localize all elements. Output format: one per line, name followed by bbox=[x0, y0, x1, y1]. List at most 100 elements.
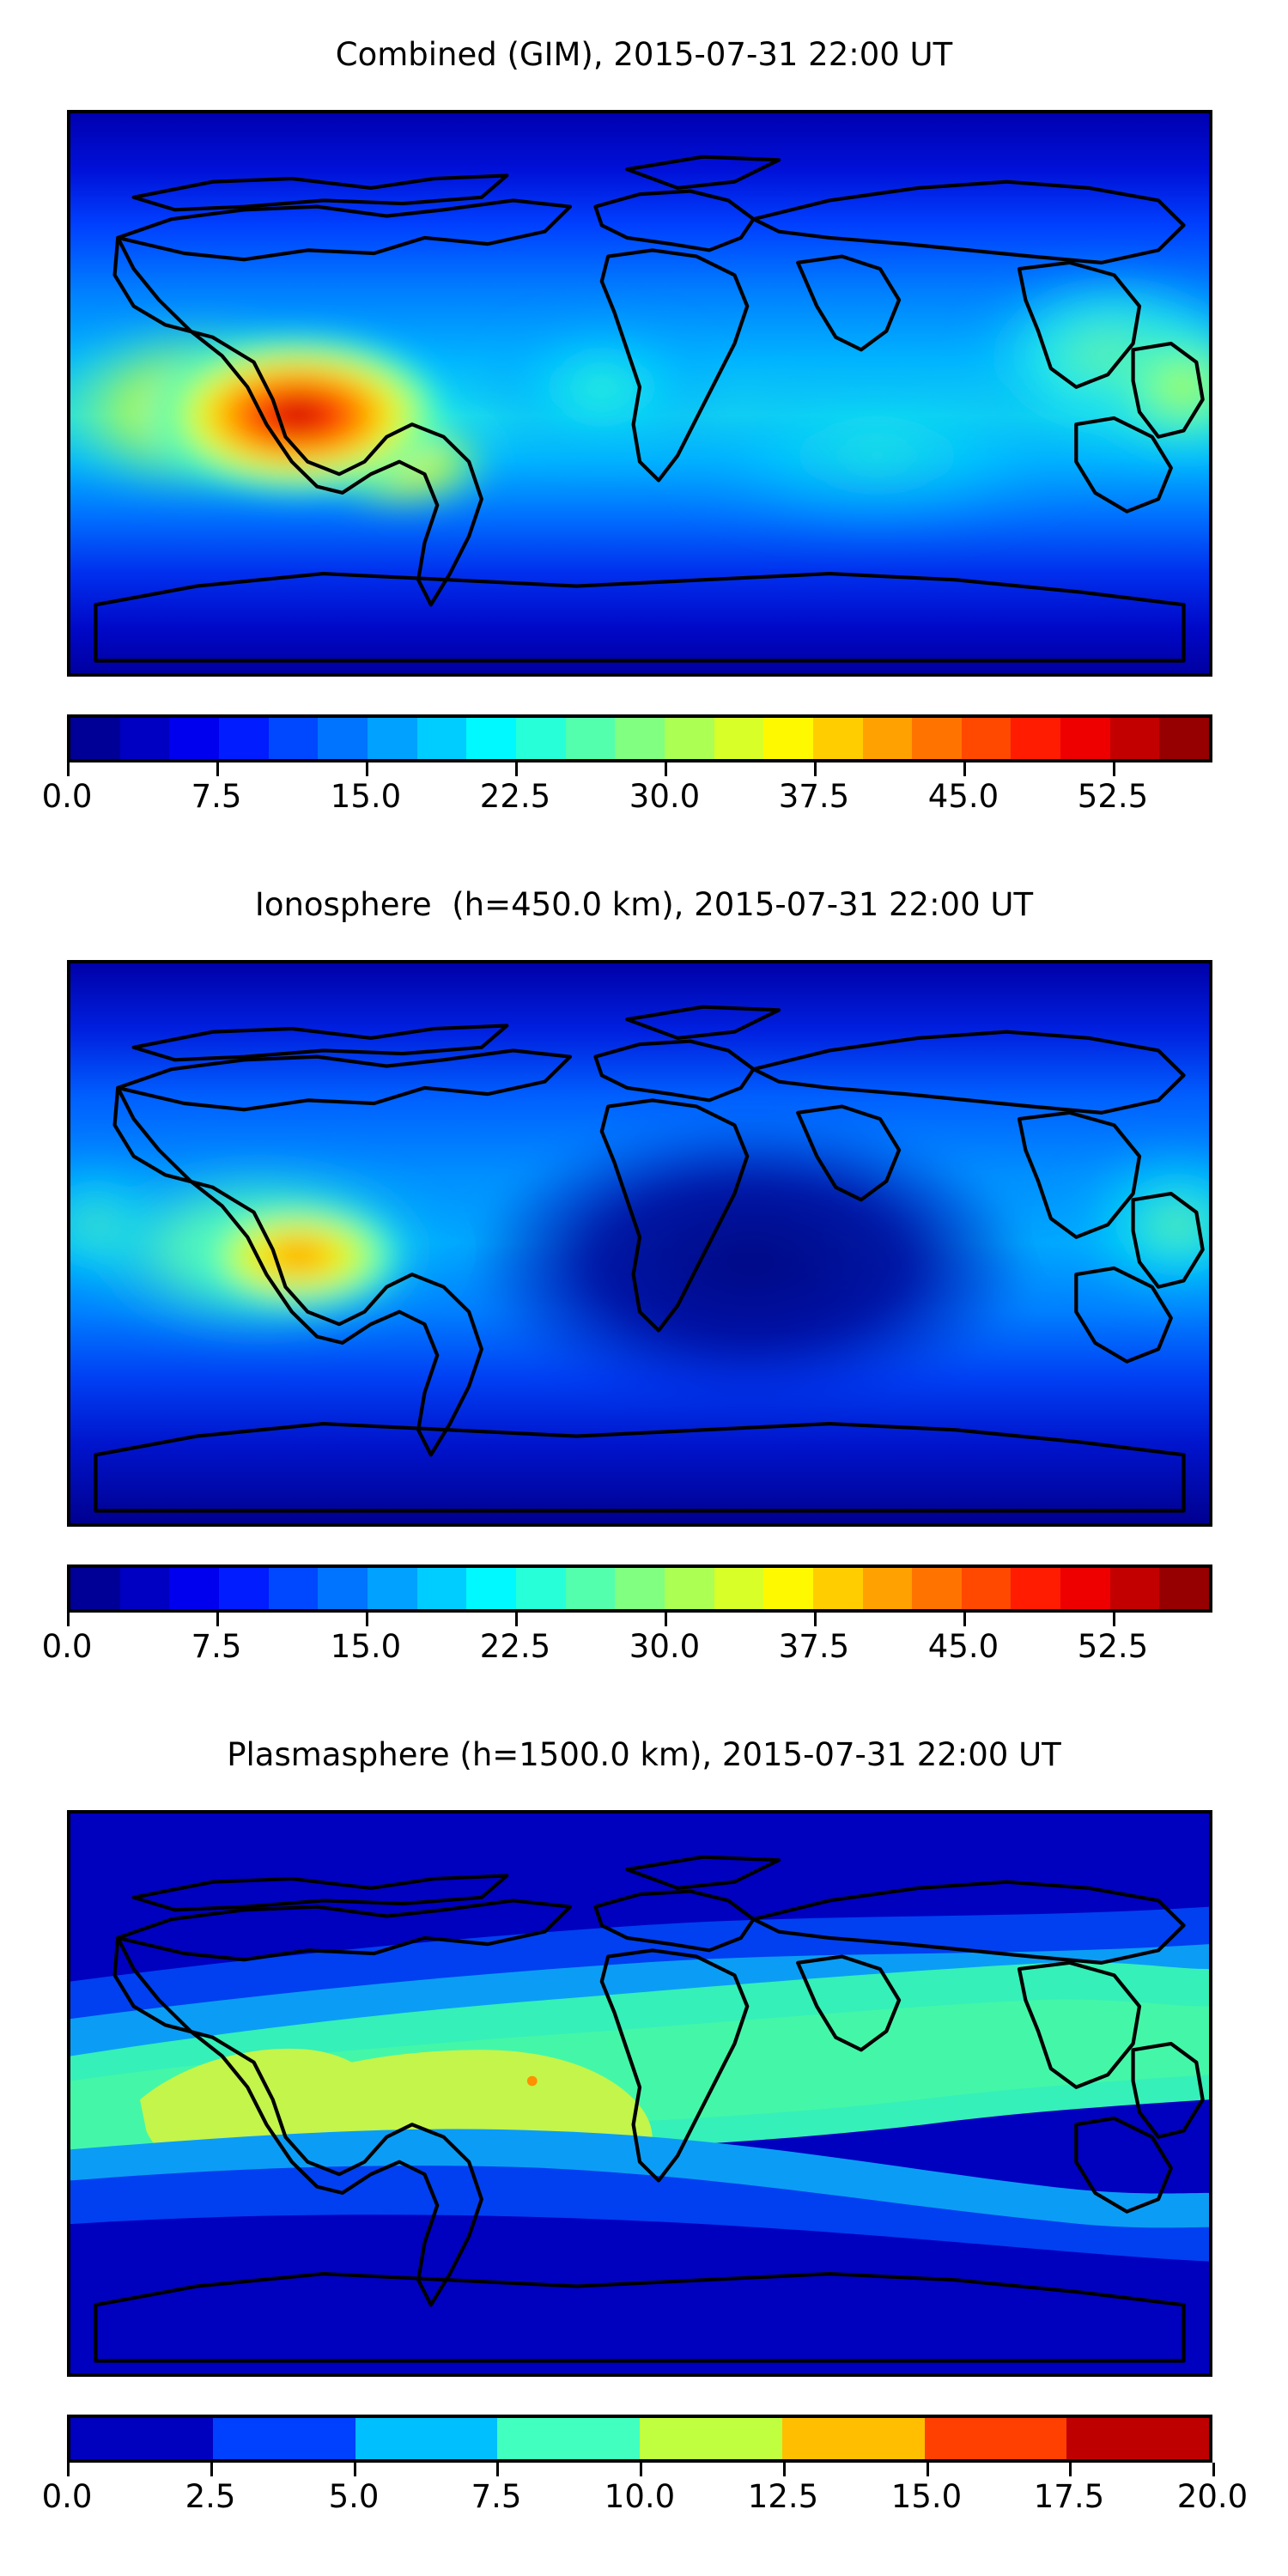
colorbar-segment bbox=[169, 718, 219, 759]
colorbar-segment bbox=[812, 1568, 863, 1609]
colorbar-tick bbox=[963, 1613, 966, 1626]
colorbar-tick-label: 45.0 bbox=[927, 778, 999, 815]
colorbar-segment bbox=[355, 2418, 498, 2459]
colorbar-tick-label: 0.0 bbox=[41, 1628, 93, 1665]
colorbar-segment bbox=[515, 1568, 566, 1609]
colorbar-tick-label: 30.0 bbox=[629, 1628, 701, 1665]
colorbar-tick bbox=[1113, 762, 1115, 776]
colorbar-tick bbox=[210, 2463, 213, 2476]
colorbar-segment bbox=[1011, 1568, 1061, 1609]
colorbar-tick-label: 12.5 bbox=[747, 2478, 819, 2515]
colorbar-tick bbox=[1212, 2463, 1215, 2476]
colorbar-tick-label: 22.5 bbox=[479, 1628, 551, 1665]
colorbar-segment bbox=[119, 718, 170, 759]
colorbar-segment bbox=[961, 718, 1012, 759]
coastlines-plasmasphere bbox=[94, 1855, 1205, 2363]
colorbar-tick bbox=[216, 1613, 219, 1626]
colorbar-tick-label: 15.0 bbox=[330, 778, 402, 815]
colorbar-segment bbox=[466, 718, 516, 759]
map-axes-ionosphere bbox=[67, 960, 1212, 1527]
colorbar-tick bbox=[927, 2463, 929, 2476]
colorbar-gradient-combined-gim bbox=[67, 714, 1212, 762]
colorbar-segment bbox=[1011, 718, 1061, 759]
colorbar-tick-label: 15.0 bbox=[890, 2478, 963, 2515]
colorbar-tick bbox=[515, 1613, 518, 1626]
colorbar-segment bbox=[218, 1568, 269, 1609]
colorbar-segment bbox=[862, 1568, 913, 1609]
colorbar-tick bbox=[814, 1613, 817, 1626]
colorbar-tick-label: 52.5 bbox=[1077, 778, 1149, 815]
colorbar-segment bbox=[1066, 2418, 1209, 2459]
colorbar-segment bbox=[565, 718, 616, 759]
colorbar-tick bbox=[216, 762, 219, 776]
map-field-ionosphere bbox=[70, 963, 1209, 1523]
colorbar-tick-label: 22.5 bbox=[479, 778, 551, 815]
colorbar-segment bbox=[664, 718, 714, 759]
colorbar-segment bbox=[763, 1568, 813, 1609]
colorbar-labels-ionosphere: 0.0 7.5 15.0 22.5 30.0 37.5 45.0 52.5 bbox=[42, 1628, 1212, 1671]
colorbar-tick bbox=[814, 762, 817, 776]
colorbar-segment bbox=[615, 1568, 665, 1609]
colorbar-tick-label: 5.0 bbox=[328, 2478, 380, 2515]
colorbar-tick bbox=[366, 1613, 368, 1626]
map-axes-plasmasphere bbox=[67, 1810, 1212, 2377]
colorbar-segment bbox=[466, 1568, 516, 1609]
colorbar-segment bbox=[70, 718, 120, 759]
colorbar-tick bbox=[67, 2463, 70, 2476]
colorbar-segment bbox=[318, 718, 368, 759]
panel-title-combined-gim: Combined (GIM), 2015-07-31 22:00 UT bbox=[335, 36, 953, 73]
colorbar-tick bbox=[640, 2463, 642, 2476]
colorbar-segment bbox=[1109, 718, 1160, 759]
colorbar-segment bbox=[70, 2418, 213, 2459]
colorbar-segment bbox=[1060, 718, 1110, 759]
colorbar-tick bbox=[783, 2463, 786, 2476]
colorbar-tick-label: 7.5 bbox=[471, 2478, 522, 2515]
colorbar-segment bbox=[961, 1568, 1012, 1609]
colorbar-tick bbox=[366, 762, 368, 776]
coastlines-combined-gim bbox=[94, 155, 1205, 663]
panel-title-ionosphere: Ionosphere (h=450.0 km), 2015-07-31 22:0… bbox=[254, 886, 1034, 923]
colorbar-segment bbox=[862, 718, 913, 759]
colorbar-gradient-ionosphere bbox=[67, 1564, 1212, 1613]
colorbar-segment bbox=[1060, 1568, 1110, 1609]
colorbar-segment bbox=[1159, 1568, 1210, 1609]
colorbar-segment bbox=[515, 718, 566, 759]
colorbar-tick-label: 10.0 bbox=[604, 2478, 676, 2515]
colorbar-segment bbox=[367, 1568, 417, 1609]
colorbar-labels-plasmasphere: 0.0 2.5 5.0 7.5 10.0 12.5 15.0 17.5 20.0 bbox=[42, 2478, 1249, 2521]
colorbar-segment bbox=[268, 1568, 319, 1609]
colorbar-tick-label: 45.0 bbox=[927, 1628, 999, 1665]
colorbar-tick-label: 20.0 bbox=[1176, 2478, 1249, 2515]
colorbar-ticks-plasmasphere bbox=[67, 2463, 1215, 2476]
colorbar-tick bbox=[665, 1613, 667, 1626]
colorbar-tick bbox=[67, 762, 70, 776]
colorbar-tick-label: 7.5 bbox=[191, 1628, 242, 1665]
panel-plasmasphere: Plasmasphere (h=1500.0 km), 2015-07-31 2… bbox=[0, 1700, 1288, 2576]
colorbar-segment bbox=[367, 718, 417, 759]
colorbar-ticks-combined-gim bbox=[67, 762, 1212, 776]
colorbar-segment bbox=[714, 1568, 764, 1609]
colorbar-tick-label: 0.0 bbox=[41, 2478, 93, 2515]
colorbar-segment bbox=[1159, 718, 1210, 759]
colorbar-segment bbox=[812, 718, 863, 759]
colorbar-segment bbox=[1109, 1568, 1160, 1609]
colorbar-tick bbox=[1069, 2463, 1072, 2476]
colorbar-segment bbox=[565, 1568, 616, 1609]
map-axes-combined-gim bbox=[67, 110, 1212, 677]
panel-combined-gim: Combined (GIM), 2015-07-31 22:00 UT bbox=[0, 0, 1288, 859]
colorbar-segment bbox=[912, 1568, 962, 1609]
colorbar-tick bbox=[963, 762, 966, 776]
colorbar-tick bbox=[665, 762, 667, 776]
colorbar-tick-label: 37.5 bbox=[778, 778, 850, 815]
colorbar-tick bbox=[1113, 1613, 1115, 1626]
map-field-plasmasphere bbox=[70, 1814, 1209, 2373]
colorbar-segment bbox=[615, 718, 665, 759]
colorbar-segment bbox=[781, 2418, 925, 2459]
colorbar-segment bbox=[714, 718, 764, 759]
colorbar-tick-label: 37.5 bbox=[778, 1628, 850, 1665]
colorbar-segment bbox=[119, 1568, 170, 1609]
colorbar-tick-label: 15.0 bbox=[330, 1628, 402, 1665]
colorbar-segment bbox=[212, 2418, 355, 2459]
colorbar-ticks-ionosphere bbox=[67, 1613, 1212, 1626]
